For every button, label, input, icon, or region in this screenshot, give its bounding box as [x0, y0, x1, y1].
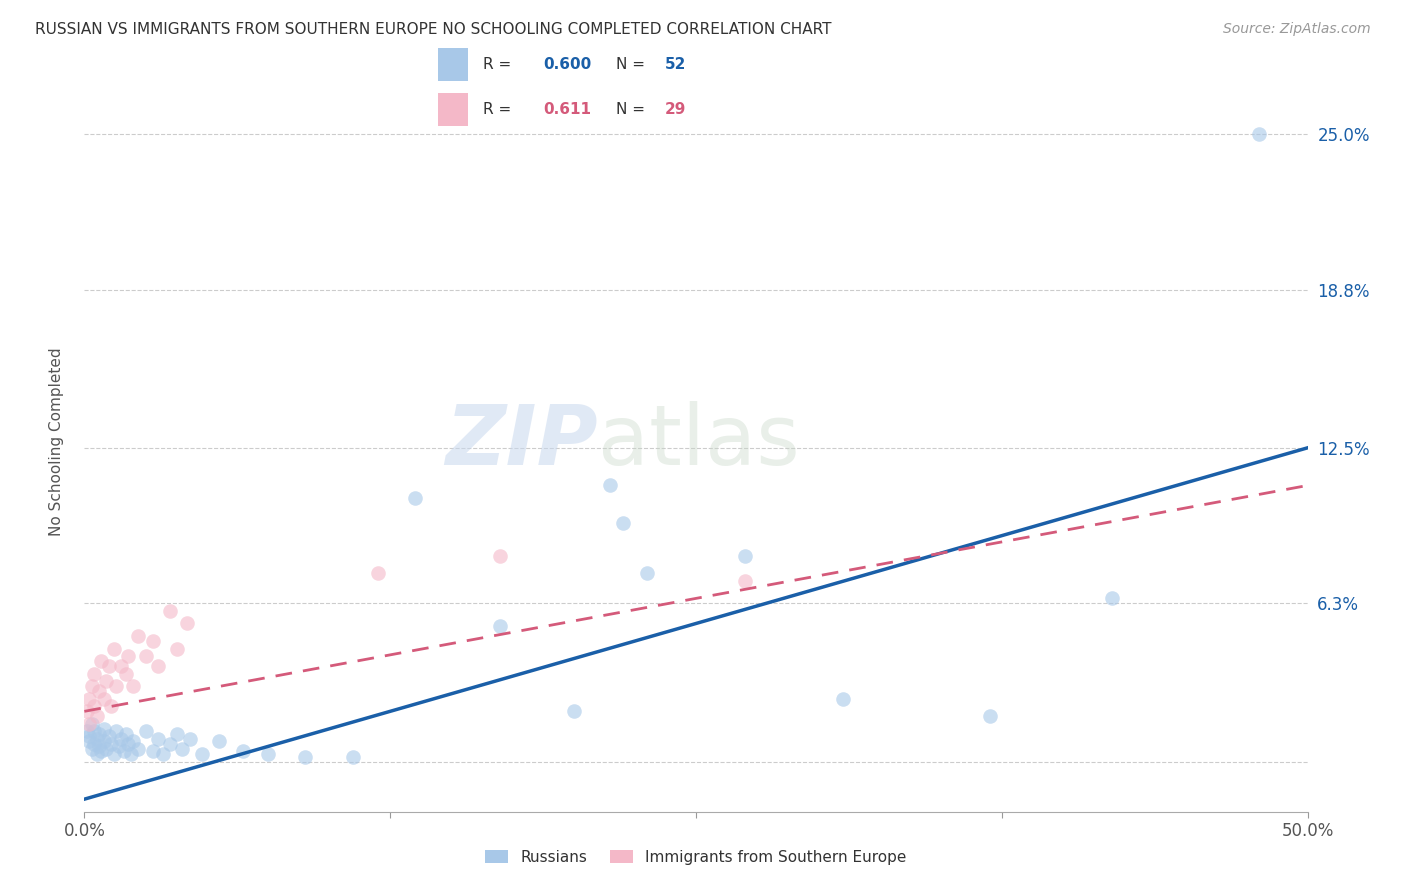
Point — [77, 734, 100, 748]
Point — [166, 641, 188, 656]
Point — [77, 717, 100, 731]
Point — [122, 734, 145, 748]
Point — [159, 737, 181, 751]
Point — [90, 654, 112, 668]
Point — [87, 684, 110, 698]
Point — [80, 679, 103, 693]
Point — [97, 659, 120, 673]
Point — [83, 666, 105, 681]
Point — [159, 604, 181, 618]
Point — [257, 747, 280, 761]
Point — [127, 742, 149, 756]
Point — [87, 727, 110, 741]
Point — [146, 731, 169, 746]
Point — [97, 730, 120, 744]
Text: Source: ZipAtlas.com: Source: ZipAtlas.com — [1223, 22, 1371, 37]
Point — [76, 724, 98, 739]
Point — [86, 709, 108, 723]
Point — [100, 699, 122, 714]
Point — [636, 566, 658, 581]
Point — [191, 747, 214, 761]
Point — [80, 742, 103, 756]
Point — [93, 734, 115, 748]
Point — [93, 722, 115, 736]
Text: R =: R = — [484, 102, 512, 117]
Point — [831, 691, 853, 706]
Point — [135, 649, 157, 664]
Point — [176, 616, 198, 631]
Point — [232, 744, 254, 758]
Point — [107, 739, 129, 754]
Bar — [437, 48, 468, 81]
Point — [1101, 591, 1123, 606]
Text: atlas: atlas — [598, 401, 800, 482]
Point — [489, 619, 512, 633]
Point — [127, 629, 149, 643]
Point — [86, 747, 108, 761]
Point — [76, 704, 98, 718]
Point — [152, 747, 174, 761]
Point — [96, 674, 118, 689]
Point — [146, 659, 169, 673]
Point — [83, 737, 105, 751]
Point — [115, 727, 138, 741]
Point — [90, 744, 112, 758]
Point — [83, 724, 105, 739]
Point — [103, 641, 125, 656]
Point — [93, 691, 115, 706]
Point — [562, 704, 585, 718]
Point — [979, 709, 1001, 723]
Point — [179, 731, 201, 746]
Point — [117, 649, 139, 664]
Point — [77, 730, 100, 744]
Point — [142, 744, 165, 758]
Text: N =: N = — [616, 57, 645, 72]
Text: ZIP: ZIP — [446, 401, 598, 482]
Point — [80, 717, 103, 731]
Text: 0.611: 0.611 — [544, 102, 592, 117]
Point — [367, 566, 389, 581]
Text: RUSSIAN VS IMMIGRANTS FROM SOUTHERN EUROPE NO SCHOOLING COMPLETED CORRELATION CH: RUSSIAN VS IMMIGRANTS FROM SOUTHERN EURO… — [35, 22, 832, 37]
Point — [105, 724, 128, 739]
Point — [1247, 127, 1270, 141]
Point — [404, 491, 426, 505]
Point — [294, 749, 316, 764]
Point — [734, 574, 756, 588]
Point — [612, 516, 634, 530]
Text: 52: 52 — [665, 57, 686, 72]
Point — [110, 731, 132, 746]
Point — [342, 749, 364, 764]
Point — [96, 742, 118, 756]
Legend: Russians, Immigrants from Southern Europe: Russians, Immigrants from Southern Europ… — [479, 844, 912, 871]
Point — [734, 549, 756, 563]
Y-axis label: No Schooling Completed: No Schooling Completed — [49, 347, 63, 536]
Point — [110, 659, 132, 673]
Point — [115, 666, 138, 681]
Point — [117, 737, 139, 751]
Point — [208, 734, 231, 748]
Text: R =: R = — [484, 57, 512, 72]
Point — [122, 679, 145, 693]
Point — [142, 634, 165, 648]
Point — [166, 727, 188, 741]
Point — [120, 747, 142, 761]
Point — [86, 731, 108, 746]
Text: 0.600: 0.600 — [544, 57, 592, 72]
Text: N =: N = — [616, 102, 645, 117]
Point — [103, 747, 125, 761]
Point — [83, 699, 105, 714]
Point — [489, 549, 512, 563]
Point — [112, 744, 135, 758]
Point — [100, 737, 122, 751]
Point — [599, 478, 621, 492]
Text: 29: 29 — [665, 102, 686, 117]
Bar — [437, 93, 468, 126]
Point — [135, 724, 157, 739]
Point — [77, 691, 100, 706]
Point — [87, 739, 110, 754]
Point — [172, 742, 194, 756]
Point — [105, 679, 128, 693]
